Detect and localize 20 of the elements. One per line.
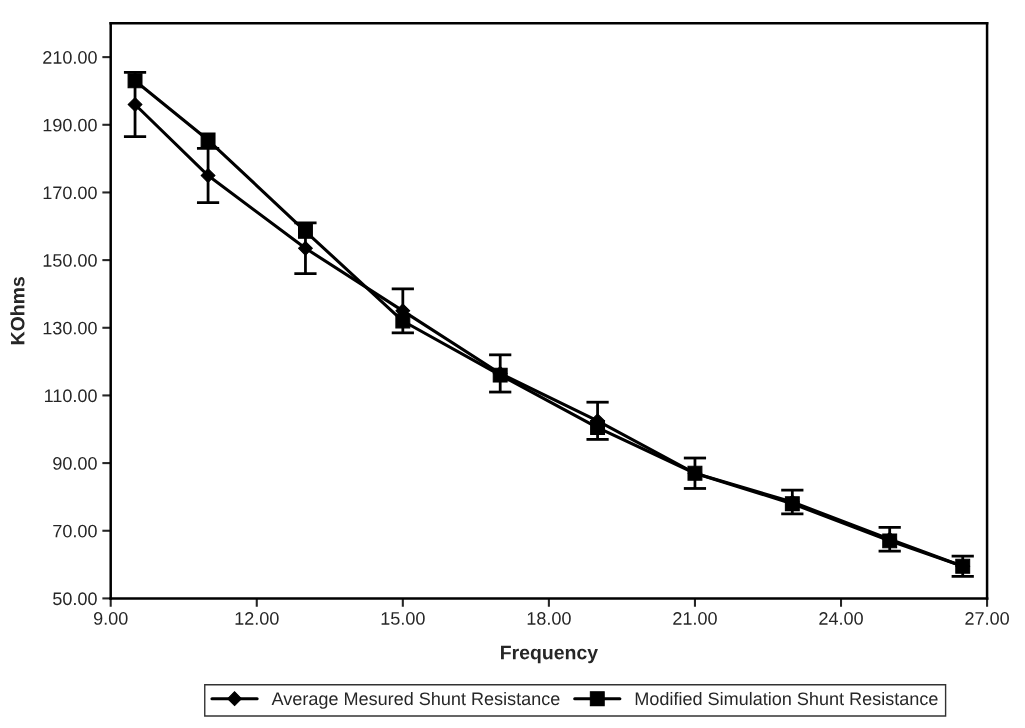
x-tick-label: 18.00: [527, 612, 571, 625]
x-tick-label: 27.00: [965, 612, 1009, 625]
y-axis-title: KOhms: [10, 277, 25, 345]
x-tick-label: 12.00: [235, 612, 279, 625]
y-tick-label: 190.00: [43, 118, 97, 132]
x-tick-label: 21.00: [673, 612, 717, 625]
y-tick-label: 210.00: [43, 51, 97, 64]
y-tick-label: 50.00: [53, 592, 97, 606]
y-tick-label: 90.00: [53, 457, 97, 470]
y-tick-label: 150.00: [43, 254, 97, 267]
y-tick-label: 110.00: [44, 389, 97, 403]
y-tick-label: 70.00: [53, 524, 97, 538]
x-axis-title: Frequency: [501, 645, 598, 664]
y-tick-label: 130.00: [43, 321, 97, 335]
y-tick-label: 170.00: [43, 186, 97, 200]
x-tick-label: 24.00: [819, 612, 863, 625]
x-tick-label: 9.00: [93, 612, 128, 625]
x-tick-label: 15.00: [381, 612, 425, 625]
legend-label: Modified Simulation Shunt Resistance: [635, 691, 938, 706]
legend-label: Average Mesured Shunt Resistance: [271, 691, 560, 709]
